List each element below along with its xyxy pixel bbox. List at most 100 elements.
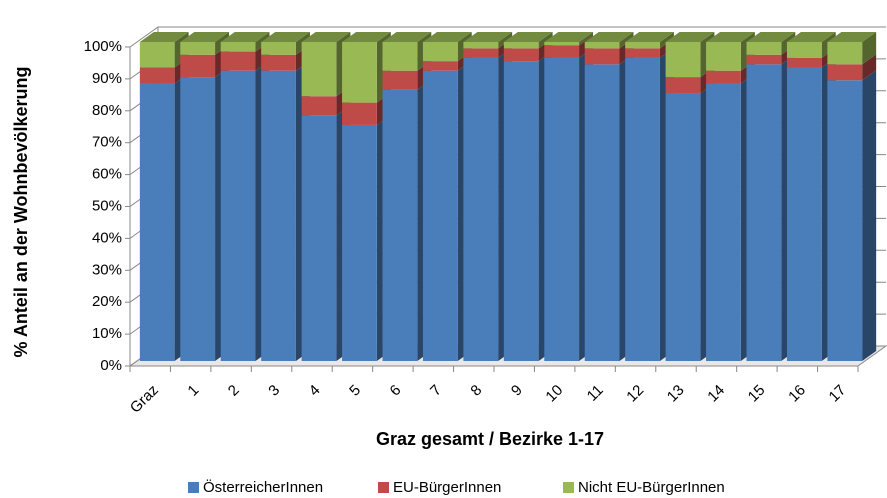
bar-top xyxy=(827,32,877,42)
x-tick-label: 13 xyxy=(664,382,688,406)
bar xyxy=(342,124,377,361)
bar xyxy=(503,48,539,62)
y-tick-label: 0% xyxy=(100,357,122,374)
bar-top xyxy=(584,32,634,42)
bar xyxy=(584,48,620,65)
bar xyxy=(301,42,337,97)
x-tick-label: 5 xyxy=(346,382,364,400)
x-tick-label: 7 xyxy=(427,382,445,400)
bar-top xyxy=(665,32,715,42)
x-tick-label: 14 xyxy=(704,382,728,406)
legend-swatch xyxy=(188,482,199,493)
bar xyxy=(139,67,175,84)
bar xyxy=(503,42,539,49)
bar xyxy=(301,96,337,116)
y-tick-label: 70% xyxy=(92,134,122,151)
bar xyxy=(382,89,418,361)
x-tick-label: 2 xyxy=(225,382,243,400)
x-tick-label: 16 xyxy=(785,382,809,406)
bar xyxy=(625,48,660,58)
bar xyxy=(463,57,499,361)
bar xyxy=(544,45,580,58)
legend-label: Nicht EU-BürgerInnen xyxy=(578,479,725,496)
bar xyxy=(261,54,296,71)
bar-top xyxy=(382,32,432,42)
bar-side xyxy=(862,32,877,65)
y-axis-label: % Anteil an der Wohnbevölkerung xyxy=(11,66,31,357)
bar-side xyxy=(538,32,553,49)
legend-swatch xyxy=(378,482,389,493)
y-tick-label: 100% xyxy=(84,38,122,55)
x-tick-label: 17 xyxy=(826,382,850,406)
bar xyxy=(827,80,863,361)
bar xyxy=(665,42,701,78)
bar-side xyxy=(579,32,594,46)
bar-top xyxy=(301,32,351,42)
x-tick-label: 12 xyxy=(623,382,647,406)
y-tick-label: 20% xyxy=(92,293,122,310)
y-tick-label: 50% xyxy=(92,197,122,214)
bar-side xyxy=(862,54,877,81)
bar xyxy=(463,48,499,58)
y-tick-label: 40% xyxy=(92,229,122,246)
bar xyxy=(261,70,296,362)
bar xyxy=(180,42,216,55)
legend-swatch xyxy=(563,482,574,493)
bar xyxy=(786,57,822,68)
bar xyxy=(625,42,660,49)
bar xyxy=(422,42,458,62)
y-tick-label: 60% xyxy=(92,166,122,183)
bar xyxy=(503,61,539,361)
bar xyxy=(584,64,620,361)
bar-side xyxy=(498,32,513,49)
bar xyxy=(706,70,741,84)
bar-top xyxy=(544,32,594,42)
y-tick-label: 10% xyxy=(92,325,122,342)
x-tick-label: 3 xyxy=(265,382,283,400)
bar xyxy=(422,61,458,71)
bar xyxy=(180,77,216,361)
x-tick-label: 8 xyxy=(467,382,485,400)
x-tick-label: 1 xyxy=(184,382,202,400)
bar-top xyxy=(463,32,513,42)
bar-top xyxy=(625,32,674,42)
bar xyxy=(544,42,580,46)
bar-side xyxy=(619,32,634,49)
x-tick-label: 9 xyxy=(508,382,526,400)
bar xyxy=(220,42,256,52)
bar-top xyxy=(786,32,836,42)
x-tick-label: Graz xyxy=(127,382,162,417)
bar xyxy=(625,57,660,361)
bar-side xyxy=(659,32,674,49)
bar xyxy=(665,93,701,361)
legend-label: ÖsterreicherInnen xyxy=(203,478,323,496)
bar xyxy=(786,67,822,362)
bar xyxy=(544,57,580,361)
bar-top xyxy=(139,32,189,42)
bar xyxy=(342,102,377,125)
bar xyxy=(706,42,741,71)
bar xyxy=(746,64,782,361)
bar xyxy=(180,54,216,78)
bar xyxy=(220,70,256,362)
x-axis-label: Graz gesamt / Bezirke 1-17 xyxy=(376,429,604,449)
bar-top xyxy=(220,32,270,42)
bar xyxy=(786,42,822,58)
bar xyxy=(220,51,256,71)
bar-top xyxy=(422,32,472,42)
grid-line xyxy=(129,26,886,48)
bar xyxy=(827,42,863,65)
bar xyxy=(665,77,701,94)
y-tick-label: 30% xyxy=(92,261,122,278)
bar xyxy=(139,42,175,68)
y-tick-label: 80% xyxy=(92,102,122,119)
bar-top xyxy=(180,32,230,42)
bar xyxy=(746,54,782,65)
bar xyxy=(463,42,499,49)
bar xyxy=(139,83,175,361)
bar xyxy=(261,42,296,55)
bar xyxy=(706,83,741,361)
bar-top xyxy=(503,32,553,42)
x-tick-label: 11 xyxy=(584,382,607,405)
